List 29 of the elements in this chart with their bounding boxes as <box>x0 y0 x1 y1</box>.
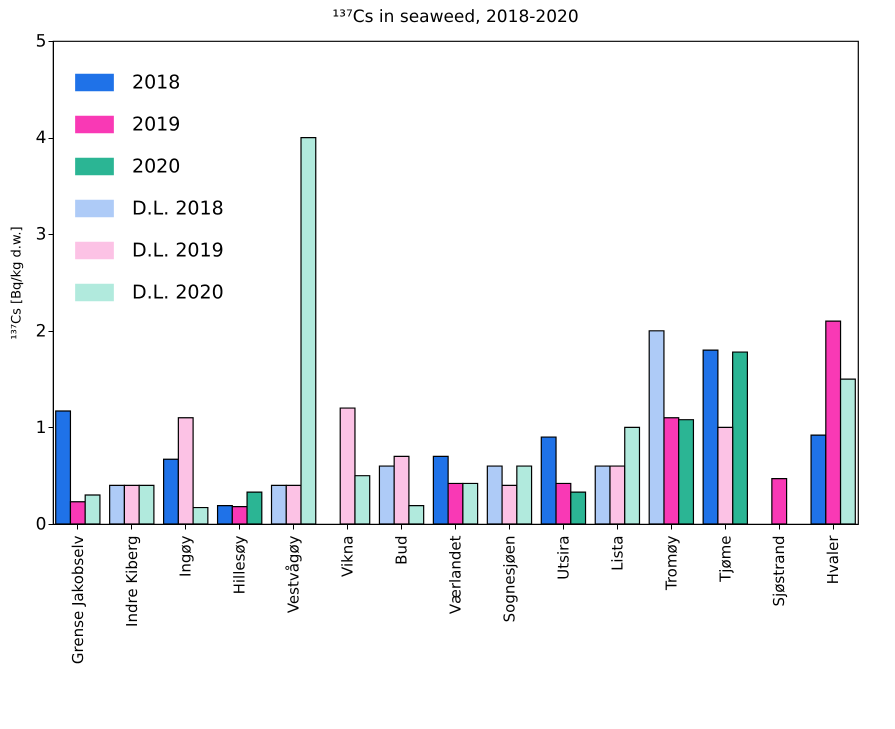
x-tick-label: Hillesøy <box>230 535 249 594</box>
x-tick-label: Grense Jakobselv <box>68 535 87 664</box>
chart-title: ¹³⁷Cs in seaweed, 2018-2020 <box>332 7 579 27</box>
y-tick-label: 4 <box>36 128 46 148</box>
x-tick-label: Lista <box>608 536 626 571</box>
legend-label: D.L. 2019 <box>132 240 224 262</box>
x-tick-label: Sognesjøen <box>500 536 518 622</box>
legend-label: D.L. 2020 <box>132 282 224 304</box>
x-tick-label: Tromøy <box>662 535 680 592</box>
x-tick-label: Sjøstrand <box>770 536 788 606</box>
x-tick-label: Værlandet <box>446 535 464 614</box>
x-tick-label: Utsira <box>554 536 572 580</box>
legend-label: 2018 <box>132 72 180 94</box>
y-tick-label: 5 <box>36 32 46 52</box>
legend-label: 2019 <box>132 114 180 136</box>
y-tick-label: 3 <box>36 224 46 245</box>
legend-label: D.L. 2018 <box>132 198 224 220</box>
y-tick-label: 2 <box>36 321 46 342</box>
y-tick-label: 0 <box>36 514 46 534</box>
x-tick-label: Ingøy <box>176 535 195 578</box>
y-axis-title: ¹³⁷Cs [Bq/kg d.w.] <box>10 226 25 340</box>
x-tick-label: Hvaler <box>824 534 842 584</box>
x-tick-label: Bud <box>392 536 411 565</box>
y-tick-label: 1 <box>36 418 46 438</box>
x-tick-label: Vikna <box>338 536 357 577</box>
legend-label: 2020 <box>132 156 180 178</box>
x-tick-label: Vestvågøy <box>284 535 303 614</box>
x-tick-label: Tjøme <box>716 536 734 583</box>
x-tick-label: Indre Kiberg <box>122 536 141 627</box>
